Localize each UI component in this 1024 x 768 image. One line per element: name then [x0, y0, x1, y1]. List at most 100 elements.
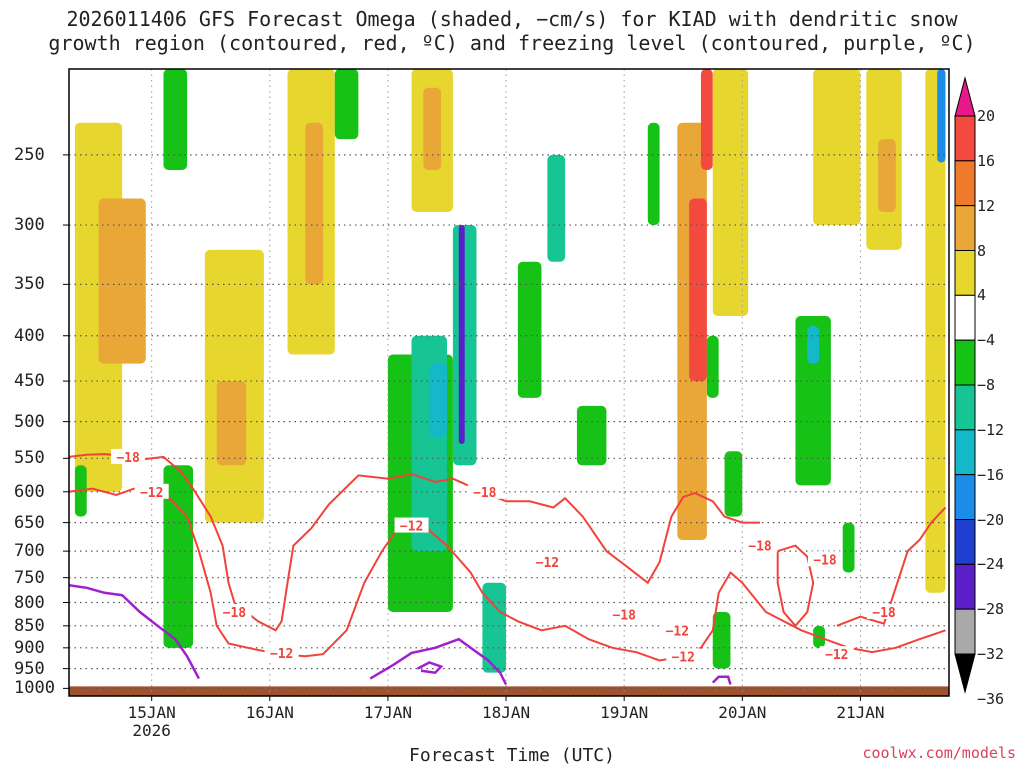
contour-label-6: −12: [536, 556, 559, 571]
colorbar-tick-label: 12: [977, 196, 996, 215]
omega-region-23: [452, 225, 477, 466]
colorbar-tick-label: −36: [977, 689, 1005, 708]
x-axis-label: Forecast Time (UTC): [409, 745, 615, 766]
contour-label-13: −18: [872, 606, 896, 621]
surface-terrain: [69, 686, 949, 696]
omega-region-24: [458, 225, 465, 445]
colorbar-bin-7: [954, 384, 976, 431]
contour-label-0: −18: [116, 451, 140, 466]
y-tick-label: 250: [14, 144, 45, 165]
x-tick-label: 21JAN: [836, 703, 885, 722]
x-tick-label: 15JAN: [127, 703, 176, 722]
colorbar-bin-1: [954, 115, 976, 162]
y-tick-label: 800: [14, 592, 45, 613]
contour-label-bg-3: [264, 644, 299, 660]
colorbar-bin-8: [954, 429, 976, 476]
colorbar-tick-label: −16: [977, 465, 1005, 484]
contour-label-bg-8: [660, 622, 695, 638]
chart-title-line1: 2026011406 GFS Forecast Omega (shaded, −…: [66, 7, 958, 31]
omega-region-29: [647, 122, 660, 226]
colorbar-bin-11: [954, 563, 976, 610]
y-tick-label: 700: [14, 541, 45, 562]
omega-region-25: [482, 582, 507, 673]
colorbar-bin-5: [954, 294, 976, 341]
omega-region-3: [216, 381, 247, 466]
omega-region-36: [842, 522, 855, 573]
contour-label-7: −18: [612, 608, 636, 623]
contour-label-9: −12: [671, 650, 694, 665]
omega-region-31: [712, 612, 731, 669]
omega-region-32: [724, 451, 743, 517]
y-tick-label: 650: [14, 512, 45, 533]
omega-region-12: [813, 69, 861, 226]
plot-frame: [68, 68, 950, 697]
contour-label-bg-6: [530, 553, 565, 569]
contour-label-11: −18: [813, 553, 837, 568]
colorbar-cap-top: [954, 76, 976, 117]
omega-region-10: [700, 69, 713, 170]
freezing-level-contour-2: [416, 661, 444, 675]
omega-region-5: [305, 122, 323, 285]
contour-label-bg-1: [134, 483, 169, 499]
contour-label-bg-0: [111, 448, 146, 464]
omega-region-15: [925, 69, 946, 593]
freezing-level-contour-0: [68, 584, 201, 680]
omega-region-22: [429, 363, 447, 437]
y-tick-label: 550: [14, 448, 45, 469]
x-tick-label: 20JAN: [718, 703, 767, 722]
colorbar-tick-label: 16: [977, 151, 996, 170]
y-tick-label: 850: [14, 615, 45, 636]
x-tick-label: 19JAN: [600, 703, 649, 722]
colorbar-bin-9: [954, 474, 976, 520]
dendritic-contour-0: [68, 453, 760, 632]
contour-label-bg-9: [666, 648, 701, 664]
y-tick-label: 1000: [14, 678, 55, 699]
y-tick-label: 900: [14, 637, 45, 658]
colorbar-bin-4: [954, 250, 976, 296]
contour-label-bg-10: [743, 537, 778, 553]
x-tick-label: 17JAN: [363, 703, 412, 722]
colorbar-tick-label: −20: [977, 510, 1005, 529]
omega-region-34: [807, 326, 820, 364]
colorbar-tick-label: 8: [977, 241, 987, 260]
y-tick-label: 300: [14, 215, 45, 236]
colorbar-tick-label: −12: [977, 420, 1005, 439]
colorbar-bin-10: [954, 519, 976, 565]
contour-label-bg-5: [467, 483, 502, 499]
omega-region-30: [706, 335, 719, 398]
omega-region-18: [163, 69, 188, 170]
y-tick-label: 600: [14, 481, 45, 502]
colorbar-bin-2: [954, 160, 976, 207]
x-tick-label: 16JAN: [245, 703, 294, 722]
colorbar-tick-label: −24: [977, 555, 1005, 574]
contour-label-bg-12: [819, 646, 854, 662]
contour-label-bg-7: [607, 606, 642, 622]
dendritic-contour-3: [836, 506, 947, 627]
x-tick-year-label: 2026: [132, 721, 171, 740]
y-tick-label: 500: [14, 411, 45, 432]
colorbar-bin-grey: [954, 608, 976, 655]
colorbar-bin-6: [954, 339, 976, 386]
dendritic-contour-2: [776, 544, 815, 628]
contour-label-3: −12: [270, 647, 293, 662]
omega-region-14: [878, 139, 896, 212]
omega-region-11: [712, 69, 749, 317]
y-tick-label: 450: [14, 371, 45, 392]
y-tick-label: 350: [14, 274, 45, 295]
colorbar-tick-label: −28: [977, 600, 1005, 619]
contour-label-10: −18: [748, 540, 772, 555]
contour-label-2: −18: [223, 606, 247, 621]
colorbar-tick-label: −32: [977, 645, 1005, 663]
freezing-level-contour-1: [369, 637, 508, 686]
contour-label-1: −12: [140, 486, 163, 501]
contour-label-12: −12: [825, 648, 848, 663]
dendritic-contour-1: [68, 487, 946, 662]
credit-link[interactable]: coolwx.com/models: [862, 744, 1016, 762]
omega-region-7: [423, 87, 442, 170]
colorbar-tick-label: −4: [977, 331, 996, 350]
y-tick-label: 750: [14, 567, 45, 588]
omega-region-28: [576, 405, 607, 466]
omega-region-27: [547, 154, 566, 262]
omega-region-9: [689, 198, 707, 382]
